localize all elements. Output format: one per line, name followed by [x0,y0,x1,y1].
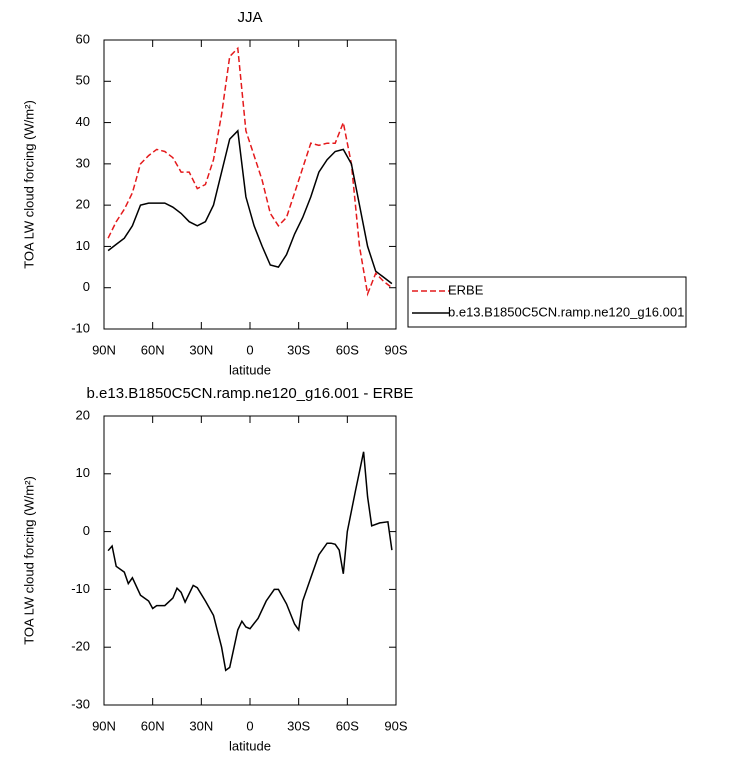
y-tick-label: 10 [76,238,90,253]
data-line [107,451,393,672]
x-tick-label: 60S [336,342,359,357]
y-tick-label: 20 [76,197,90,212]
y-tick-label: 30 [76,155,90,170]
y-tick-label: 50 [76,73,90,88]
y-tick-label: 0 [83,523,90,538]
x-tick-label: 60S [336,718,359,733]
x-tick-label: 60N [141,718,165,733]
y-tick-label: 10 [76,465,90,480]
x-tick-label: 0 [246,718,253,733]
series-line [107,46,393,297]
y-tick-label: -10 [71,581,90,596]
y-tick-label: -20 [71,639,90,654]
chart-title: b.e13.B1850C5CN.ramp.ne120_g16.001 - ERB… [87,385,414,402]
x-tick-label: 90S [384,342,407,357]
legend-label: b.e13.B1850C5CN.ramp.ne120_g16.001 [448,304,684,319]
x-tick-label: 30N [189,342,213,357]
y-axis-label: TOA LW cloud forcing (W/m²) [21,100,36,269]
x-tick-label: 90N [92,342,116,357]
x-axis-label: latitude [229,362,271,377]
plot-frame [103,415,397,706]
x-tick-label: 30S [287,342,310,357]
y-tick-label: -30 [71,696,90,711]
y-tick-label: 0 [83,279,90,294]
x-tick-label: 90S [384,718,407,733]
x-tick-label: 30N [189,718,213,733]
y-axis-label: TOA LW cloud forcing (W/m²) [21,476,36,645]
series-line [107,129,393,285]
x-tick-label: 30S [287,718,310,733]
y-tick-label: 20 [76,407,90,422]
legend-label: ERBE [448,282,484,297]
y-tick-label: -10 [71,320,90,335]
x-axis-label: latitude [229,738,271,753]
legend-box [407,276,687,328]
y-tick-label: 60 [76,31,90,46]
x-tick-label: 60N [141,342,165,357]
plot-frame [103,39,397,330]
x-tick-label: 90N [92,718,116,733]
chart-title: JJA [237,9,262,26]
x-tick-label: 0 [246,342,253,357]
y-tick-label: 40 [76,114,90,129]
